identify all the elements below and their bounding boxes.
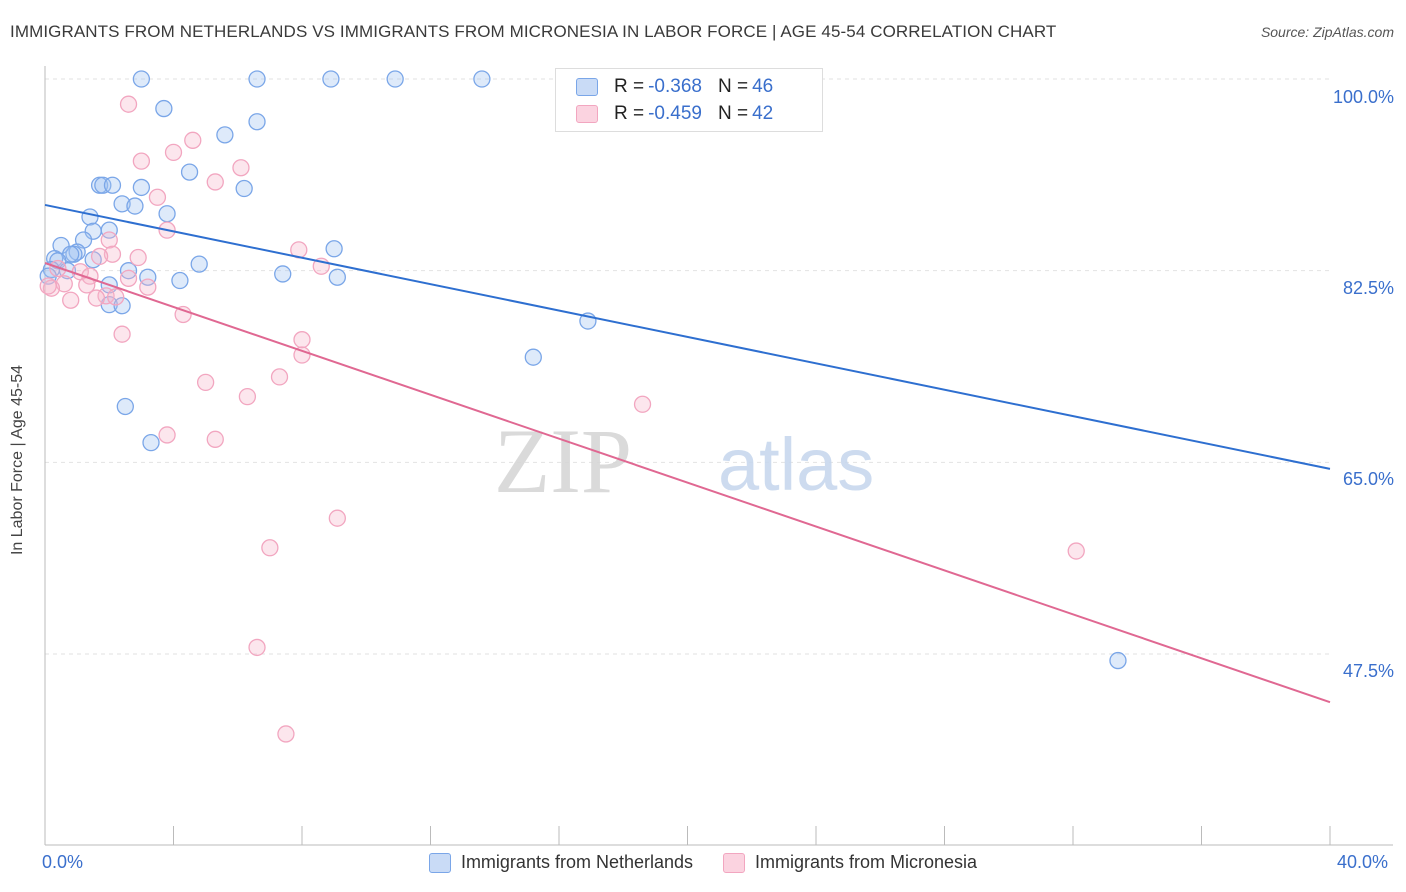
micronesia-point xyxy=(293,331,311,349)
micronesia-point xyxy=(270,368,289,386)
micronesia-point xyxy=(119,269,138,287)
n-label: N = xyxy=(717,103,749,124)
micronesia-point xyxy=(164,143,183,162)
y-tick-label: 100.0% xyxy=(1332,87,1394,107)
n-value: 46 xyxy=(752,76,774,97)
netherlands-swatch xyxy=(428,852,451,873)
netherlands-point xyxy=(116,397,134,416)
netherlands-point xyxy=(328,268,346,286)
micronesia-point xyxy=(158,426,176,444)
y-tick-label: 47.5% xyxy=(1342,661,1394,681)
micronesia-point xyxy=(39,277,57,295)
source-label: Source: ZipAtlas.com xyxy=(1260,24,1394,40)
chart-title: IMMIGRANTS FROM NETHERLANDS VS IMMIGRANT… xyxy=(10,22,1057,41)
netherlands-point xyxy=(180,163,199,181)
micronesia-point xyxy=(87,289,106,307)
micronesia-point xyxy=(248,638,266,657)
micronesia-point xyxy=(206,430,224,448)
micronesia-point xyxy=(328,509,346,527)
netherlands-trend-line xyxy=(44,203,1331,470)
micronesia-point xyxy=(277,725,295,743)
micronesia-point xyxy=(293,346,311,364)
micronesia-point xyxy=(119,95,138,113)
netherlands-point xyxy=(103,176,122,194)
r-value: -0.459 xyxy=(648,103,702,124)
micronesia-point xyxy=(196,373,215,392)
legend-row-micronesia: R = -0.459 N = 42 xyxy=(576,102,773,126)
netherlands-point xyxy=(248,113,266,131)
r-value: -0.368 xyxy=(648,76,702,97)
x-tick-label-min: 0.0% xyxy=(42,852,84,872)
netherlands-point xyxy=(190,255,208,273)
legend-item-micronesia[interactable]: Immigrants from Micronesia xyxy=(723,852,977,873)
correlation-legend: R = -0.368 N = 46 R = -0.459 N = 42 xyxy=(555,68,823,132)
netherlands-point xyxy=(94,176,112,194)
micronesia-swatch xyxy=(576,105,598,123)
micronesia-point xyxy=(113,325,131,343)
legend-row-netherlands: R = -0.368 N = 46 xyxy=(576,75,773,99)
micronesia-point xyxy=(129,248,147,267)
legend-label: Immigrants from Netherlands xyxy=(460,852,694,872)
netherlands-point xyxy=(113,195,131,213)
netherlands-point xyxy=(274,265,292,283)
trend-lines xyxy=(44,203,1331,704)
micronesia-point xyxy=(206,173,224,191)
netherlands-point xyxy=(132,178,151,197)
series-legend: Immigrants from Netherlands Immigrants f… xyxy=(0,852,1406,873)
netherlands-point xyxy=(524,348,542,366)
micronesia-point xyxy=(132,152,151,170)
y-tick-label: 65.0% xyxy=(1342,469,1394,489)
legend-item-netherlands[interactable]: Immigrants from Netherlands xyxy=(428,852,694,873)
y-axis-label: In Labor Force | Age 45-54 xyxy=(9,364,26,556)
netherlands-point xyxy=(322,70,340,88)
netherlands-point xyxy=(142,433,160,452)
x-tick-label-max: 40.0% xyxy=(1337,852,1389,872)
netherlands-point xyxy=(386,70,404,88)
netherlands-point xyxy=(113,297,131,315)
watermark-zip: ZIP xyxy=(494,410,632,512)
netherlands-swatch xyxy=(576,78,598,96)
axes xyxy=(44,66,1393,846)
netherlands-point xyxy=(248,70,266,88)
micronesia-point xyxy=(184,131,202,149)
n-label: N = xyxy=(717,76,749,97)
micronesia-point xyxy=(139,278,157,296)
netherlands-point xyxy=(1109,651,1127,670)
micronesia-point xyxy=(100,231,118,249)
micronesia-point xyxy=(148,188,167,206)
legend-label: Immigrants from Micronesia xyxy=(755,852,978,872)
micronesia-point xyxy=(90,247,109,266)
micronesia-point xyxy=(107,288,125,306)
micronesia-point xyxy=(174,305,192,324)
r-label: R = xyxy=(614,76,645,97)
r-label: R = xyxy=(614,103,645,124)
netherlands-point xyxy=(126,197,144,215)
netherlands-point xyxy=(158,205,176,223)
micronesia-trend-line xyxy=(44,262,1331,704)
netherlands-point xyxy=(139,268,157,286)
n-value: 42 xyxy=(752,103,774,124)
micronesia-swatch xyxy=(723,852,746,873)
netherlands-point xyxy=(473,70,491,88)
y-tick-label: 82.5% xyxy=(1342,278,1394,298)
watermark-atlas: atlas xyxy=(718,423,874,506)
netherlands-point xyxy=(81,208,99,226)
netherlands-point xyxy=(235,179,253,198)
micronesia-point xyxy=(232,159,250,177)
netherlands-point xyxy=(325,240,343,258)
micronesia-point xyxy=(62,291,80,309)
micronesia-point xyxy=(633,395,652,413)
micronesia-point xyxy=(49,259,67,278)
micronesia-point xyxy=(103,245,122,263)
netherlands-point xyxy=(132,70,151,88)
data-points xyxy=(39,70,1127,743)
micronesia-point xyxy=(261,539,279,557)
netherlands-point xyxy=(155,99,173,118)
micronesia-point xyxy=(1067,542,1085,560)
netherlands-point xyxy=(216,126,234,144)
netherlands-point xyxy=(171,271,189,290)
micronesia-point xyxy=(238,387,257,406)
